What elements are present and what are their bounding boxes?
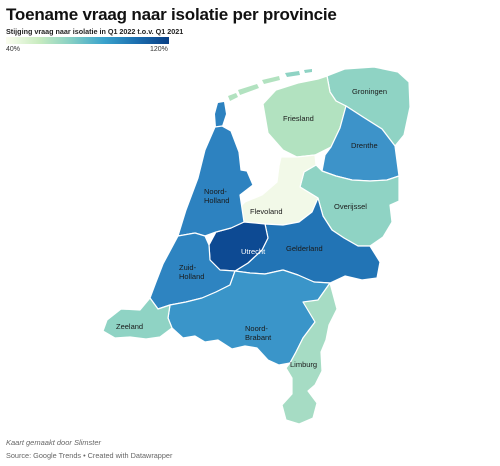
map-credit: Kaart gemaakt door Slimster: [6, 438, 102, 447]
label-noord-holland: Noord-Holland: [204, 187, 229, 205]
province-labels: Groningen Friesland Drenthe Overijssel F…: [116, 87, 387, 369]
chart-subtitle: Stijging vraag naar isolatie in Q1 2022 …: [6, 27, 184, 36]
source-note: Source: Google Trends • Created with Dat…: [6, 451, 173, 460]
island-terschelling: [238, 84, 259, 95]
province-noord-holland[interactable]: [177, 125, 254, 237]
province-zeeland[interactable]: [102, 297, 173, 340]
legend-min-label: 40%: [6, 46, 21, 53]
island-ameland: [262, 76, 280, 84]
label-overijssel: Overijssel: [334, 202, 367, 211]
label-gelderland: Gelderland: [286, 244, 323, 253]
label-zuid-holland: Zuid-Holland: [179, 263, 204, 281]
label-limburg: Limburg: [290, 360, 317, 369]
label-flevoland: Flevoland: [250, 207, 283, 216]
island-rottumeroog: [304, 69, 312, 73]
legend-max-label: 120%: [150, 46, 168, 53]
label-noord-brabant: Noord-Brabant: [245, 324, 272, 342]
island-texel: [215, 102, 226, 127]
label-friesland: Friesland: [283, 114, 314, 123]
label-zeeland: Zeeland: [116, 322, 143, 331]
color-legend-bar: [6, 37, 169, 44]
chart-title: Toename vraag naar isolatie per provinci…: [6, 5, 337, 24]
island-vlieland: [228, 93, 238, 101]
island-schiermonnikoog: [285, 71, 300, 77]
wadden-islands: [215, 69, 312, 127]
label-drenthe: Drenthe: [351, 141, 378, 150]
province-limburg[interactable]: [281, 282, 338, 425]
label-utrecht: Utrecht: [241, 247, 266, 256]
label-groningen: Groningen: [352, 87, 387, 96]
